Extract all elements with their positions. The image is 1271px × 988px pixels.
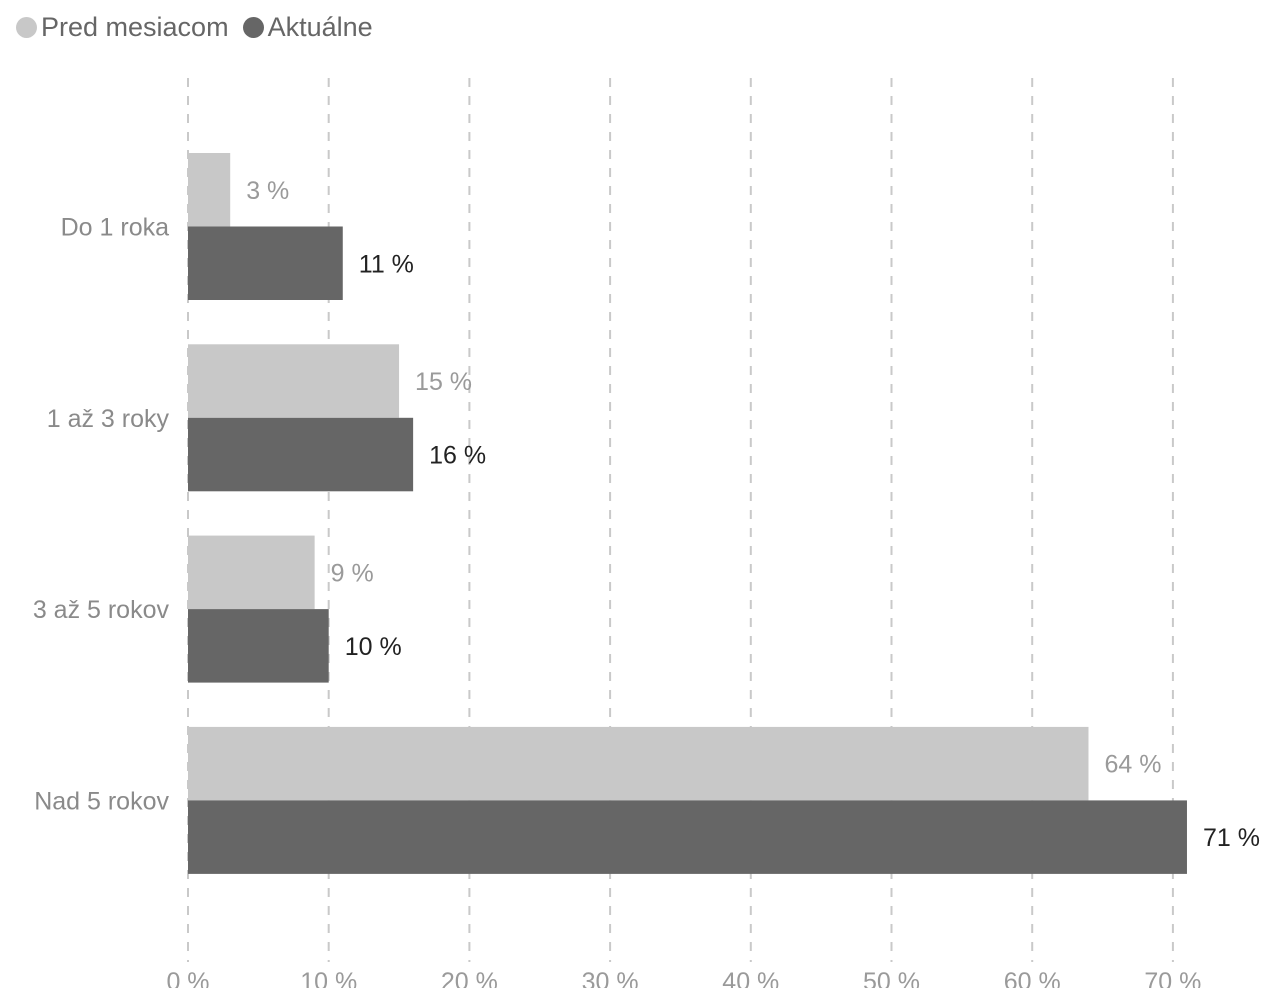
- data-label-previous: 15 %: [415, 368, 472, 396]
- category-label: Nad 5 rokov: [34, 787, 169, 815]
- data-label-previous: 3 %: [246, 177, 289, 205]
- x-tick-label: 20 %: [441, 968, 498, 988]
- category-label: 1 až 3 roky: [47, 405, 170, 433]
- data-label-current: 71 %: [1203, 824, 1260, 852]
- x-tick-label: 30 %: [582, 968, 639, 988]
- legend: Pred mesiacom Aktuálne: [16, 12, 373, 43]
- legend-dot-current-icon: [242, 17, 264, 38]
- bar-previous: [188, 535, 315, 610]
- data-label-current: 16 %: [429, 442, 486, 470]
- bar-previous: [188, 153, 231, 227]
- bar-current: [188, 800, 1187, 874]
- legend-item-current[interactable]: Aktuálne: [242, 12, 373, 43]
- legend-item-previous[interactable]: Pred mesiacom: [16, 12, 229, 43]
- x-tick-label: 40 %: [722, 968, 779, 988]
- legend-dot-previous-icon: [16, 17, 37, 38]
- category-label: Do 1 roka: [61, 214, 169, 242]
- legend-label-current: Aktuálne: [267, 12, 373, 42]
- bar-current: [188, 609, 329, 683]
- x-tick-label: 70 %: [1144, 968, 1201, 988]
- x-tick-label: 0 %: [166, 968, 209, 988]
- bar-current: [188, 417, 414, 492]
- bar-current: [188, 226, 343, 300]
- data-label-previous: 64 %: [1104, 751, 1161, 779]
- data-label-current: 11 %: [359, 250, 414, 278]
- legend-label-previous: Pred mesiacom: [41, 12, 229, 42]
- category-label: 3 až 5 rokov: [33, 596, 170, 624]
- bar-previous: [188, 344, 400, 418]
- x-tick-label: 50 %: [863, 968, 920, 988]
- x-tick-label: 10 %: [300, 968, 357, 988]
- data-label-current: 10 %: [345, 633, 402, 661]
- data-label-previous: 9 %: [331, 559, 374, 587]
- x-tick-label: 60 %: [1004, 968, 1061, 988]
- bar-previous: [188, 726, 1089, 801]
